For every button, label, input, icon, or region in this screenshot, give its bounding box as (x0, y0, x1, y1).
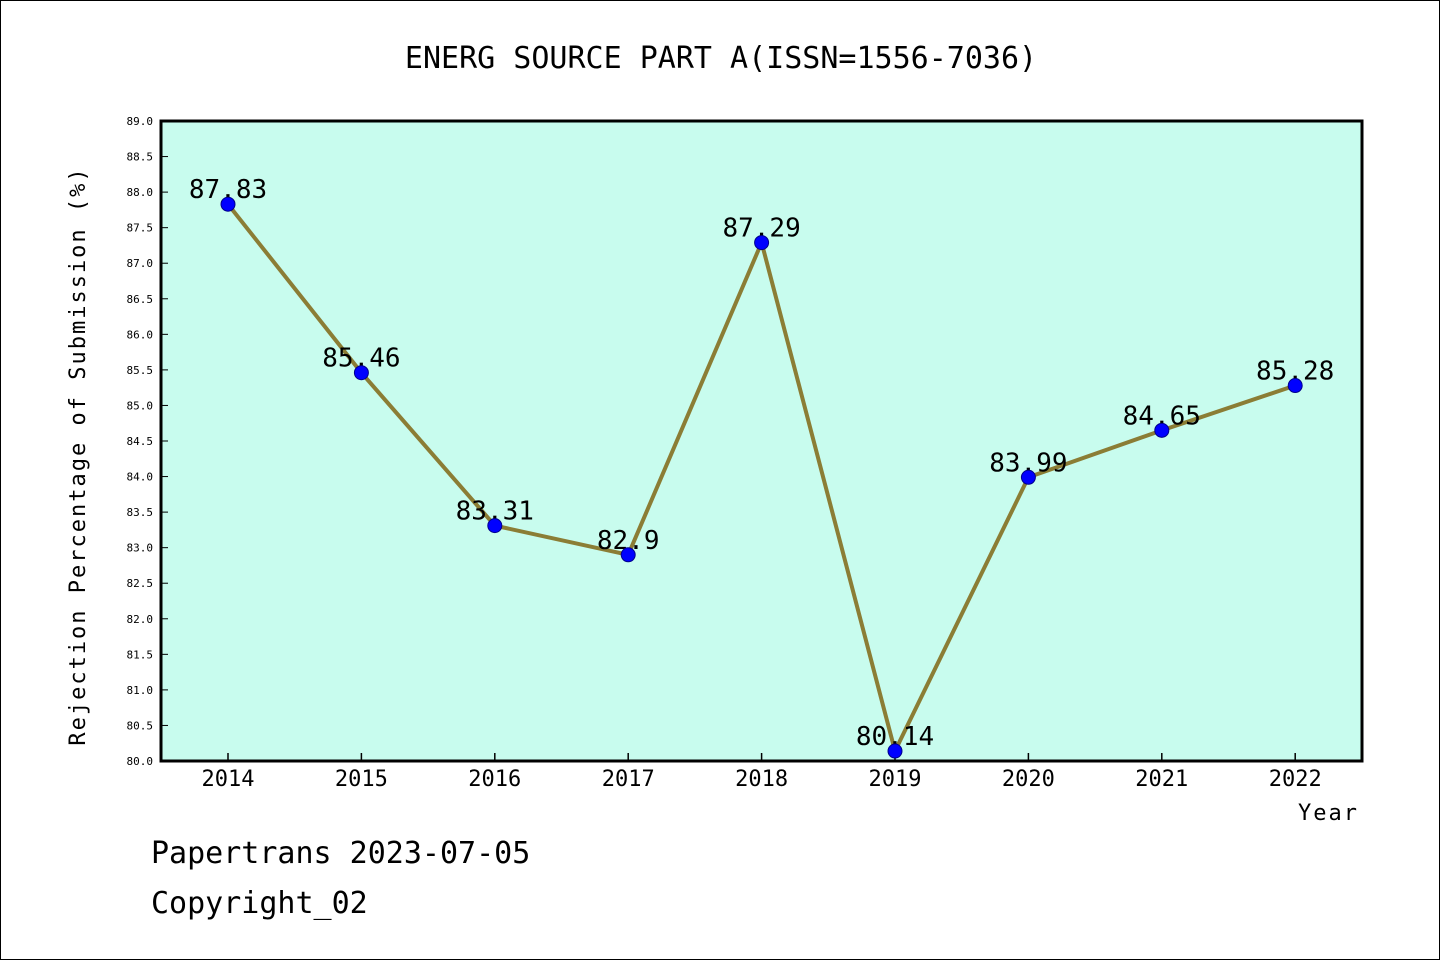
data-point (220, 196, 236, 212)
x-tick-label: 2021 (1135, 767, 1188, 792)
data-point (620, 547, 636, 563)
data-point (1020, 469, 1036, 485)
y-tick-label: 86.0 (127, 328, 154, 341)
data-point (487, 518, 503, 534)
y-tick-label: 84.0 (127, 471, 154, 484)
plot-area (161, 121, 1362, 761)
y-tick-label: 81.5 (127, 648, 154, 661)
y-tick-label: 83.5 (127, 506, 154, 519)
y-axis-label: Rejection Percentage of Submission (%) (66, 166, 91, 745)
x-tick-label: 2014 (202, 767, 255, 792)
plot-frame (159, 119, 1364, 763)
data-point (353, 365, 369, 381)
x-axis-ticks: 2014 2015 2016 2017 2018 2019 2020 2021 2022 (202, 753, 1322, 792)
y-tick-label: 85.5 (127, 364, 154, 377)
x-tick-label: 2016 (468, 767, 521, 792)
y-tick-label: 87.5 (127, 222, 154, 235)
y-tick-label: 82.5 (127, 577, 154, 590)
y-tick-label: 88.0 (127, 186, 154, 199)
footer-date-line: Papertrans 2023-07-05 (151, 836, 531, 871)
y-tick-label: 89.0 (127, 115, 154, 128)
y-tick-label: 80.5 (127, 719, 154, 732)
x-tick-label: 2018 (735, 767, 788, 792)
y-tick-label: 84.5 (127, 435, 154, 448)
y-tick-label: 87.0 (127, 257, 154, 270)
y-tick-label: 81.0 (127, 684, 154, 697)
x-tick-label: 2015 (335, 767, 388, 792)
footer-copyright-line: Copyright_02 (151, 886, 368, 921)
y-tick-label: 83.0 (127, 542, 154, 555)
chart-title: ENERG SOURCE PART A(ISSN=1556-7036) (405, 41, 1037, 76)
data-point (754, 235, 770, 251)
data-point (1154, 422, 1170, 438)
y-tick-label: 82.0 (127, 613, 154, 626)
x-axis-label: Year (1298, 801, 1359, 826)
y-tick-label: 86.5 (127, 293, 154, 306)
x-tick-label: 2022 (1269, 767, 1322, 792)
x-tick-label: 2019 (869, 767, 922, 792)
x-tick-label: 2017 (602, 767, 655, 792)
y-tick-label: 80.0 (127, 755, 154, 768)
y-tick-label: 88.5 (127, 151, 154, 164)
data-point (887, 743, 903, 759)
data-point (1287, 378, 1303, 394)
y-axis-ticks: 80.0 80.5 81.0 81.5 82.0 82.5 83.0 83.5 84.0 84.5… (127, 115, 168, 768)
x-tick-label: 2020 (1002, 767, 1055, 792)
y-tick-label: 85.0 (127, 399, 154, 412)
series-line-group: 87.8385.4683.3182.987.2980.1483.9984.658… (189, 175, 1334, 759)
